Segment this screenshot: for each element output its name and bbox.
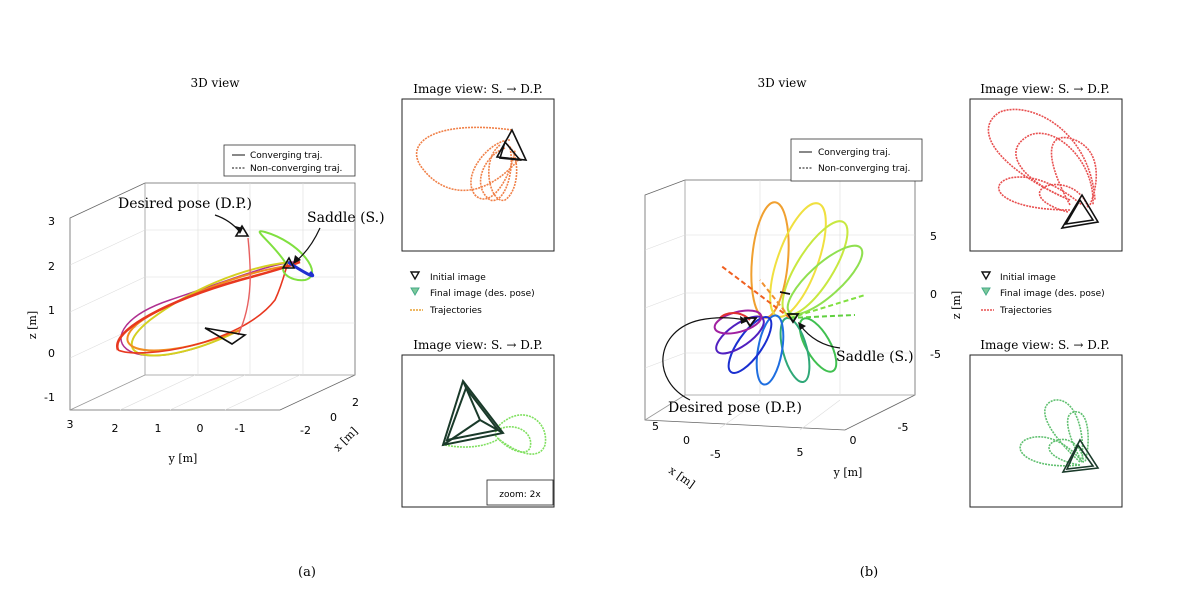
- image-view-title: Image view: S. → D.P.: [413, 82, 542, 96]
- legend-trajectories: Trajectories: [999, 306, 1052, 316]
- image-view-title: Image view: S. → D.P.: [980, 338, 1109, 352]
- x-tick: 0: [330, 411, 337, 424]
- legend-non-converging: Non-converging traj.: [818, 164, 910, 174]
- x-axis-label: x [m]: [331, 425, 360, 454]
- image-view-bottom-camera: [1061, 438, 1100, 473]
- x-tick: -5: [710, 448, 721, 461]
- y-axis-label: y [m]: [168, 452, 198, 465]
- image-view-top-camera: [1060, 193, 1100, 230]
- image-view-top-frame: [401, 98, 555, 252]
- panel-b-title: 3D view: [757, 76, 807, 90]
- panel-b-image-legend: Initial image Final image (des. pose) Tr…: [980, 271, 1105, 316]
- panel-b-cameras: [743, 291, 800, 328]
- z-tick: 3: [48, 215, 55, 228]
- y-tick: 0: [850, 434, 857, 447]
- zoom-badge: [486, 479, 554, 506]
- caption-a: (a): [298, 565, 316, 580]
- z-axis-label: z [m]: [26, 311, 39, 339]
- y-tick: 3: [67, 418, 74, 431]
- annotation-arrowhead: [798, 322, 806, 330]
- x-tick: 0: [683, 434, 690, 447]
- image-view-title: Image view: S. → D.P.: [980, 82, 1109, 96]
- z-tick: 0: [930, 288, 937, 301]
- legend-initial-image: Initial image: [430, 273, 486, 283]
- annotation-saddle: Saddle (S.): [836, 349, 914, 365]
- zoom-label: zoom: 2x: [499, 490, 541, 500]
- z-tick: 0: [48, 347, 55, 360]
- legend-initial-image: Initial image: [1000, 273, 1056, 283]
- legend-converging: Converging traj.: [250, 151, 323, 161]
- y-tick: 2: [112, 422, 119, 435]
- y-tick: 5: [797, 446, 804, 459]
- x-tick: -2: [300, 424, 311, 437]
- z-tick: 1: [48, 304, 55, 317]
- annotation-arrowhead: [293, 255, 301, 264]
- x-tick: 5: [652, 420, 659, 433]
- caption-b: (b): [860, 565, 878, 580]
- annotation-desired-pose: Desired pose (D.P.): [118, 196, 252, 212]
- annotation-arrow: [214, 214, 241, 233]
- z-tick: 2: [48, 260, 55, 273]
- panel-a-image-legend: Initial image Final image (des. pose) Tr…: [409, 271, 535, 316]
- annotation-arrow: [662, 317, 746, 401]
- y-tick: -5: [898, 421, 909, 434]
- image-view-top-trajectories: [415, 126, 521, 202]
- image-view-bottom-trajectories: [1019, 399, 1089, 467]
- x-tick: 2: [352, 396, 359, 409]
- annotation-desired-pose: Desired pose (D.P.): [668, 400, 802, 416]
- annotation-arrow: [294, 227, 321, 263]
- panel-a-title: 3D view: [190, 76, 240, 90]
- panel-a: 3D view 3 2 1 0 -1 z [m]: [26, 76, 555, 580]
- annotation-saddle: Saddle (S.): [307, 210, 385, 226]
- panel-b-trajectories: [713, 201, 866, 386]
- annotation-arrowhead: [740, 316, 748, 324]
- z-tick: -1: [44, 391, 55, 404]
- image-view-bottom-camera: [441, 378, 505, 447]
- z-tick: 5: [930, 230, 937, 243]
- panel-a-trajectories: [116, 230, 314, 357]
- panel-b-3d-axes: [644, 179, 916, 431]
- legend-trajectories: Trajectories: [429, 306, 482, 316]
- legend-final-image: Final image (des. pose): [1000, 289, 1105, 299]
- legend-final-image: Final image (des. pose): [430, 289, 535, 299]
- panel-b-legend: Converging traj. Non-converging traj.: [790, 138, 923, 182]
- legend-non-converging: Non-converging traj.: [250, 164, 342, 174]
- x-axis-label: x [m]: [666, 464, 697, 491]
- panel-b: 3D view 5 0 -5 z [m] 5 0 -5 x [m: [644, 76, 1123, 580]
- z-axis-label: z [m]: [950, 291, 963, 319]
- y-tick: -1: [235, 422, 246, 435]
- panel-b-grid: [644, 180, 915, 431]
- image-view-bottom-trajectories: [444, 414, 547, 455]
- image-view-bottom-frame: [969, 354, 1123, 508]
- image-view-top-camera: [495, 128, 528, 161]
- z-tick: -5: [930, 348, 941, 361]
- legend-converging: Converging traj.: [818, 148, 891, 158]
- panel-a-legend: Converging traj. Non-converging traj.: [223, 144, 356, 177]
- y-tick: 0: [197, 422, 204, 435]
- image-view-top-frame: [969, 98, 1123, 252]
- image-view-title: Image view: S. → D.P.: [413, 338, 542, 352]
- y-tick: 1: [155, 422, 162, 435]
- annotation-arrowhead: [235, 226, 243, 234]
- y-axis-label: y [m]: [833, 466, 863, 479]
